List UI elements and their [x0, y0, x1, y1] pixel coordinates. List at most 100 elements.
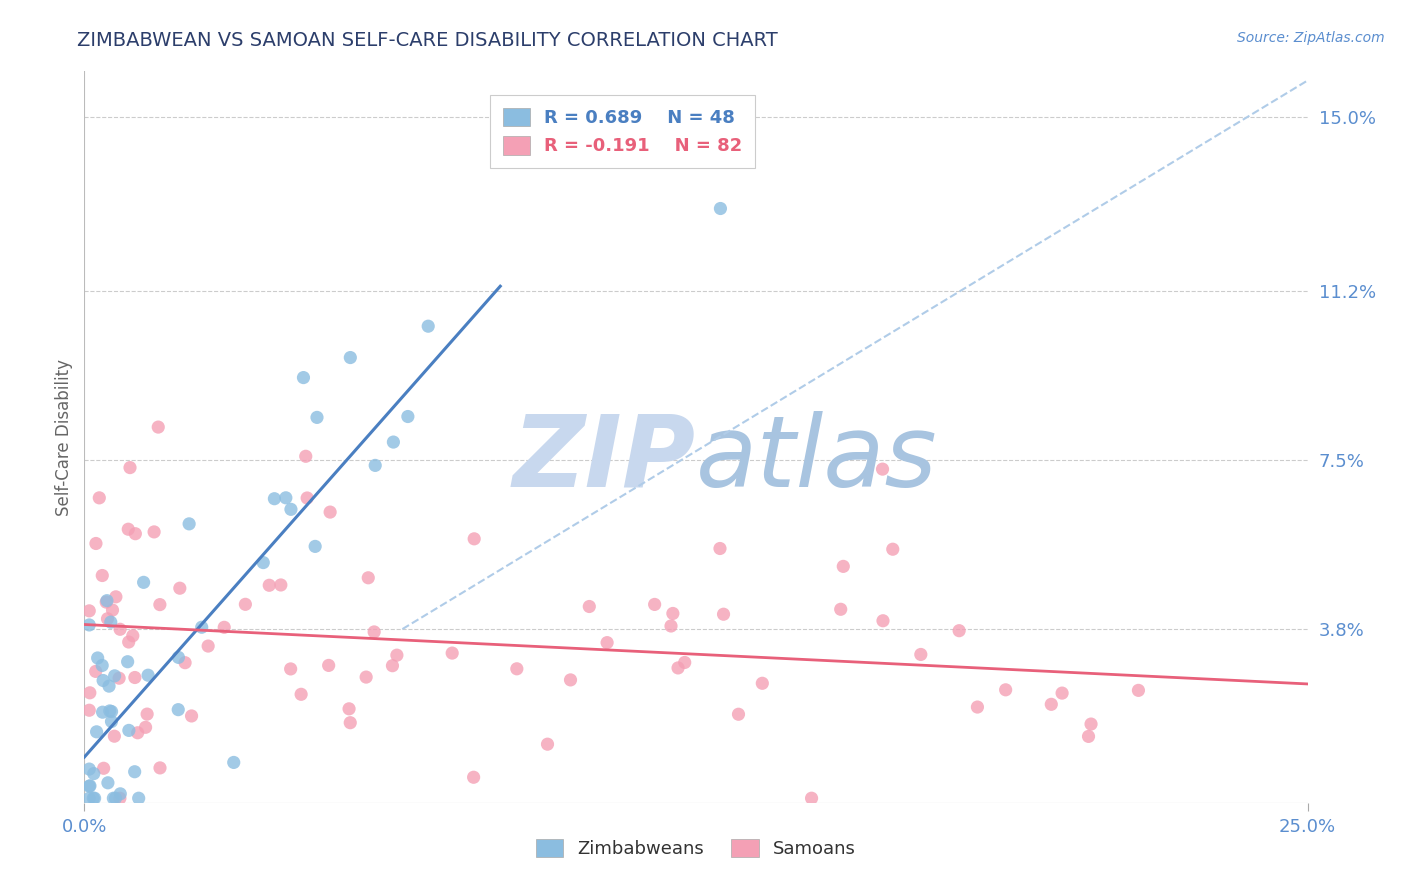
- Point: [77, 791, 100, 805]
- Point: [117, 655, 139, 669]
- Point: [149, 761, 172, 775]
- Point: [89, 491, 111, 505]
- Point: [463, 770, 485, 784]
- Point: [910, 648, 932, 662]
- Point: [84, 665, 107, 679]
- Point: [86, 724, 108, 739]
- Point: [118, 723, 141, 738]
- Point: [128, 791, 150, 805]
- Point: [235, 597, 257, 611]
- Point: [169, 581, 191, 595]
- Text: ZIMBABWEAN VS SAMOAN SELF-CARE DISABILITY CORRELATION CHART: ZIMBABWEAN VS SAMOAN SELF-CARE DISABILIT…: [77, 31, 778, 50]
- Point: [257, 578, 280, 592]
- Point: [966, 700, 988, 714]
- Point: [124, 526, 146, 541]
- Point: [318, 658, 340, 673]
- Point: [292, 370, 315, 384]
- Point: [143, 524, 166, 539]
- Point: [148, 420, 170, 434]
- Point: [167, 650, 190, 665]
- Point: [108, 791, 131, 805]
- Point: [506, 662, 529, 676]
- Point: [118, 460, 141, 475]
- Point: [396, 409, 419, 424]
- Point: [100, 615, 122, 629]
- Point: [536, 737, 558, 751]
- Point: [179, 516, 201, 531]
- Point: [578, 599, 600, 614]
- Text: Source: ZipAtlas.com: Source: ZipAtlas.com: [1237, 31, 1385, 45]
- Point: [100, 714, 122, 729]
- Point: [132, 575, 155, 590]
- Point: [832, 559, 855, 574]
- Point: [381, 658, 404, 673]
- Point: [77, 618, 100, 632]
- Point: [79, 686, 101, 700]
- Point: [77, 604, 100, 618]
- Point: [713, 607, 735, 622]
- Point: [91, 705, 114, 719]
- Point: [882, 542, 904, 557]
- Point: [357, 571, 380, 585]
- Point: [560, 673, 582, 687]
- Point: [751, 676, 773, 690]
- Point: [659, 619, 682, 633]
- Point: [673, 656, 696, 670]
- Point: [263, 491, 285, 506]
- Point: [83, 766, 105, 780]
- Point: [364, 458, 387, 473]
- Point: [101, 603, 124, 617]
- Point: [98, 704, 121, 718]
- Point: [96, 595, 118, 609]
- Point: [118, 635, 141, 649]
- Point: [136, 668, 159, 682]
- Legend: Zimbabweans, Samoans: Zimbabweans, Samoans: [527, 830, 865, 867]
- Point: [103, 729, 125, 743]
- Y-axis label: Self-Care Disability: Self-Care Disability: [55, 359, 73, 516]
- Point: [294, 450, 316, 464]
- Point: [121, 629, 143, 643]
- Point: [1040, 698, 1063, 712]
- Point: [108, 671, 131, 685]
- Point: [270, 578, 292, 592]
- Point: [104, 590, 127, 604]
- Point: [280, 502, 302, 516]
- Point: [124, 671, 146, 685]
- Point: [1050, 686, 1073, 700]
- Point: [596, 635, 619, 649]
- Point: [97, 776, 120, 790]
- Point: [82, 791, 104, 805]
- Text: ZIP: ZIP: [513, 410, 696, 508]
- Point: [948, 624, 970, 638]
- Point: [124, 764, 146, 779]
- Point: [709, 202, 731, 216]
- Point: [463, 532, 485, 546]
- Point: [83, 791, 105, 805]
- Point: [77, 762, 100, 776]
- Point: [382, 435, 405, 450]
- Point: [167, 703, 190, 717]
- Point: [662, 607, 685, 621]
- Point: [197, 639, 219, 653]
- Point: [103, 791, 125, 805]
- Point: [96, 612, 118, 626]
- Point: [418, 319, 440, 334]
- Point: [91, 568, 114, 582]
- Point: [110, 787, 132, 801]
- Point: [149, 598, 172, 612]
- Point: [98, 679, 121, 693]
- Point: [274, 491, 297, 505]
- Point: [104, 791, 127, 805]
- Point: [280, 662, 302, 676]
- Point: [100, 705, 122, 719]
- Point: [872, 614, 894, 628]
- Point: [994, 682, 1017, 697]
- Point: [79, 779, 101, 793]
- Point: [319, 505, 342, 519]
- Point: [108, 622, 131, 636]
- Point: [86, 651, 108, 665]
- Point: [709, 541, 731, 556]
- Point: [1128, 683, 1150, 698]
- Point: [77, 779, 100, 793]
- Point: [174, 656, 197, 670]
